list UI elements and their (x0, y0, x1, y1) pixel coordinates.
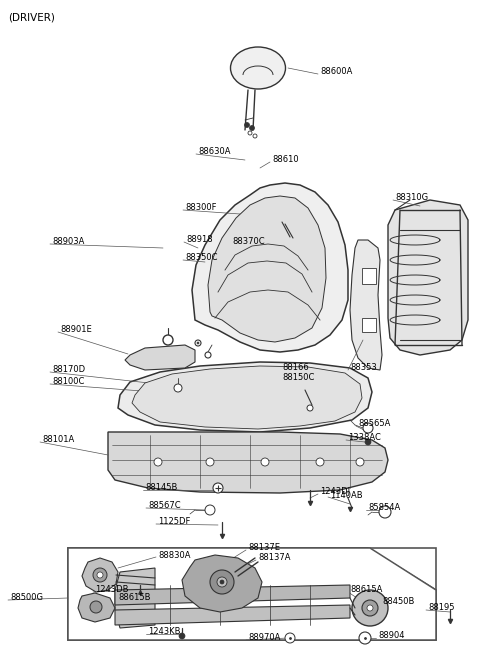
Text: 1140AB: 1140AB (330, 491, 362, 500)
Text: 1125DF: 1125DF (158, 517, 191, 527)
Polygon shape (208, 196, 326, 342)
Text: 88630A: 88630A (198, 147, 230, 157)
Text: 1338AC: 1338AC (348, 434, 381, 443)
Text: (DRIVER): (DRIVER) (8, 13, 55, 23)
Circle shape (213, 483, 223, 493)
Circle shape (154, 458, 162, 466)
Text: 88353: 88353 (350, 364, 377, 373)
Circle shape (253, 134, 257, 138)
Circle shape (206, 458, 214, 466)
Circle shape (90, 601, 102, 613)
Ellipse shape (230, 47, 286, 89)
Text: 88567C: 88567C (148, 502, 180, 510)
Text: 88370C: 88370C (232, 238, 264, 246)
Circle shape (285, 633, 295, 643)
Circle shape (356, 458, 364, 466)
Circle shape (316, 458, 324, 466)
Circle shape (195, 340, 201, 346)
Polygon shape (82, 558, 118, 592)
Bar (68, 548, 436, 640)
Circle shape (352, 590, 388, 626)
Text: 1243KB: 1243KB (148, 627, 180, 637)
Circle shape (93, 568, 107, 582)
Circle shape (307, 405, 313, 411)
Circle shape (250, 126, 254, 130)
Circle shape (363, 423, 373, 433)
Circle shape (179, 633, 185, 639)
Polygon shape (350, 240, 382, 370)
Circle shape (359, 632, 371, 644)
Text: 1243DB: 1243DB (95, 586, 129, 595)
Circle shape (163, 335, 173, 345)
Text: 88500G: 88500G (10, 593, 43, 603)
Bar (362, 318, 376, 332)
Polygon shape (115, 585, 350, 605)
Polygon shape (125, 345, 195, 370)
Circle shape (248, 131, 252, 135)
Circle shape (217, 577, 227, 587)
Text: 88166: 88166 (282, 364, 309, 373)
Text: 88145B: 88145B (145, 483, 178, 493)
Text: 88565A: 88565A (358, 419, 390, 428)
Text: 88310G: 88310G (395, 193, 428, 202)
Text: 88615B: 88615B (118, 593, 151, 603)
Text: 88137A: 88137A (258, 553, 290, 563)
Circle shape (220, 580, 224, 584)
Circle shape (205, 352, 211, 358)
Circle shape (205, 505, 215, 515)
Text: 88903A: 88903A (52, 238, 84, 246)
Polygon shape (118, 362, 372, 432)
Polygon shape (78, 593, 115, 622)
Text: 88150C: 88150C (282, 373, 314, 383)
Circle shape (174, 384, 182, 392)
Text: 88904: 88904 (378, 631, 405, 641)
Text: 88300F: 88300F (185, 204, 216, 212)
Circle shape (367, 605, 373, 611)
Text: 1243DJ: 1243DJ (320, 487, 350, 496)
Polygon shape (68, 548, 436, 640)
Text: 88901E: 88901E (60, 326, 92, 335)
Text: 88100C: 88100C (52, 377, 84, 386)
Circle shape (97, 572, 103, 578)
Text: 88830A: 88830A (158, 550, 191, 559)
Circle shape (379, 506, 391, 518)
Text: 88170D: 88170D (52, 365, 85, 375)
Polygon shape (68, 548, 436, 640)
Text: 88600A: 88600A (320, 67, 352, 77)
Text: 88970A: 88970A (248, 633, 280, 643)
Polygon shape (132, 366, 362, 429)
Text: 88615A: 88615A (350, 586, 383, 595)
Polygon shape (108, 432, 388, 493)
Text: 85854A: 85854A (368, 504, 400, 512)
Circle shape (197, 342, 199, 344)
Circle shape (210, 570, 234, 594)
Polygon shape (192, 183, 348, 352)
Circle shape (244, 122, 250, 128)
Bar (362, 268, 376, 284)
Text: 88350C: 88350C (185, 253, 217, 263)
Circle shape (261, 458, 269, 466)
Polygon shape (115, 568, 155, 628)
Text: 88610: 88610 (272, 155, 299, 164)
Polygon shape (115, 605, 350, 625)
Text: 88195: 88195 (428, 603, 455, 612)
Text: 88450B: 88450B (382, 597, 414, 607)
Text: 88137E: 88137E (248, 544, 280, 553)
Text: 88918: 88918 (186, 236, 213, 244)
Polygon shape (182, 555, 262, 612)
Polygon shape (388, 200, 468, 355)
Text: 88101A: 88101A (42, 436, 74, 445)
Circle shape (365, 439, 371, 445)
Circle shape (362, 600, 378, 616)
